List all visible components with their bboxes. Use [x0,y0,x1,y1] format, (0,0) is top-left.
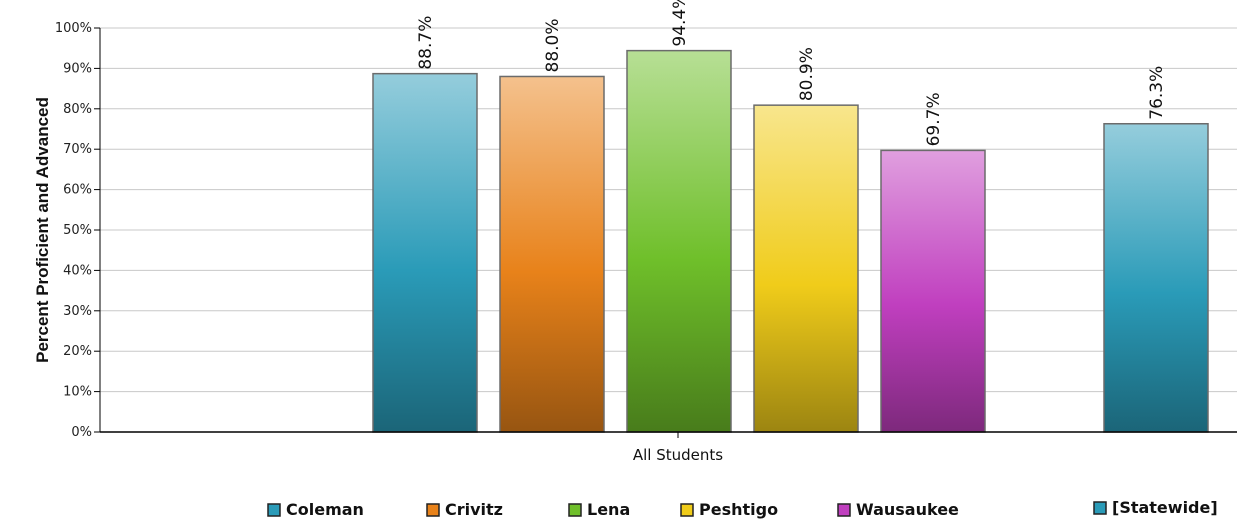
value-label: 94.4% [670,0,690,47]
y-tick-label: 70% [63,142,92,157]
y-tick-label: 0% [71,425,92,440]
bar-peshtigo [753,104,859,433]
legend-label: Peshtigo [699,500,778,519]
legend-swatch [837,503,851,517]
y-tick-label: 100% [55,21,92,36]
y-tick-label: 40% [63,263,92,278]
y-tick-label: 60% [63,183,92,198]
bar-lena [626,49,732,433]
legend-swatch [568,503,582,517]
value-label: 88.0% [543,18,563,72]
legend-label: Coleman [286,500,364,519]
bar-crivitz [499,75,605,433]
legend-label: Crivitz [445,500,503,519]
bar-coleman [372,72,478,433]
legend-item: Crivitz [426,500,503,519]
legend-swatch [680,503,694,517]
legend-label: Lena [587,500,630,519]
value-label: 88.7% [416,16,436,70]
bars [372,49,1209,433]
y-axis-label: Percent Proficient and Advanced [33,97,52,363]
legend-item: Peshtigo [680,500,778,519]
legend-swatch [267,503,281,517]
value-labels: 88.7% 88.0% 94.4% 80.9% 69.7% 76.3% [416,0,1167,146]
legend-swatch [1093,501,1107,515]
legend-swatch [426,503,440,517]
value-label: 80.9% [797,47,817,101]
bar-wausaukee [880,149,986,433]
y-tick-label: 50% [63,223,92,238]
bar-statewide [1103,122,1209,433]
value-label: 69.7% [924,92,944,146]
legend-item: Lena [568,500,630,519]
legend-item: Wausaukee [837,500,959,519]
legend-label: [Statewide] [1112,498,1218,517]
legend-item: [Statewide] [1093,498,1218,517]
value-label: 76.3% [1147,66,1167,120]
y-tick-label: 80% [63,102,92,117]
y-tick-label: 20% [63,344,92,359]
category-label: All Students [633,446,723,464]
legend-label: Wausaukee [856,500,959,519]
y-tick-label: 90% [63,61,92,76]
y-tick-label: 30% [63,304,92,319]
legend-item: Coleman [267,500,364,519]
y-tick-label: 10% [63,385,92,400]
y-axis-ticks: 0% 10% 20% 30% 40% 50% 60% 70% 80% 90% 100% [55,21,100,440]
legend: Coleman Crivitz Lena Peshtigo Wausaukee [Stat… [267,498,1218,519]
